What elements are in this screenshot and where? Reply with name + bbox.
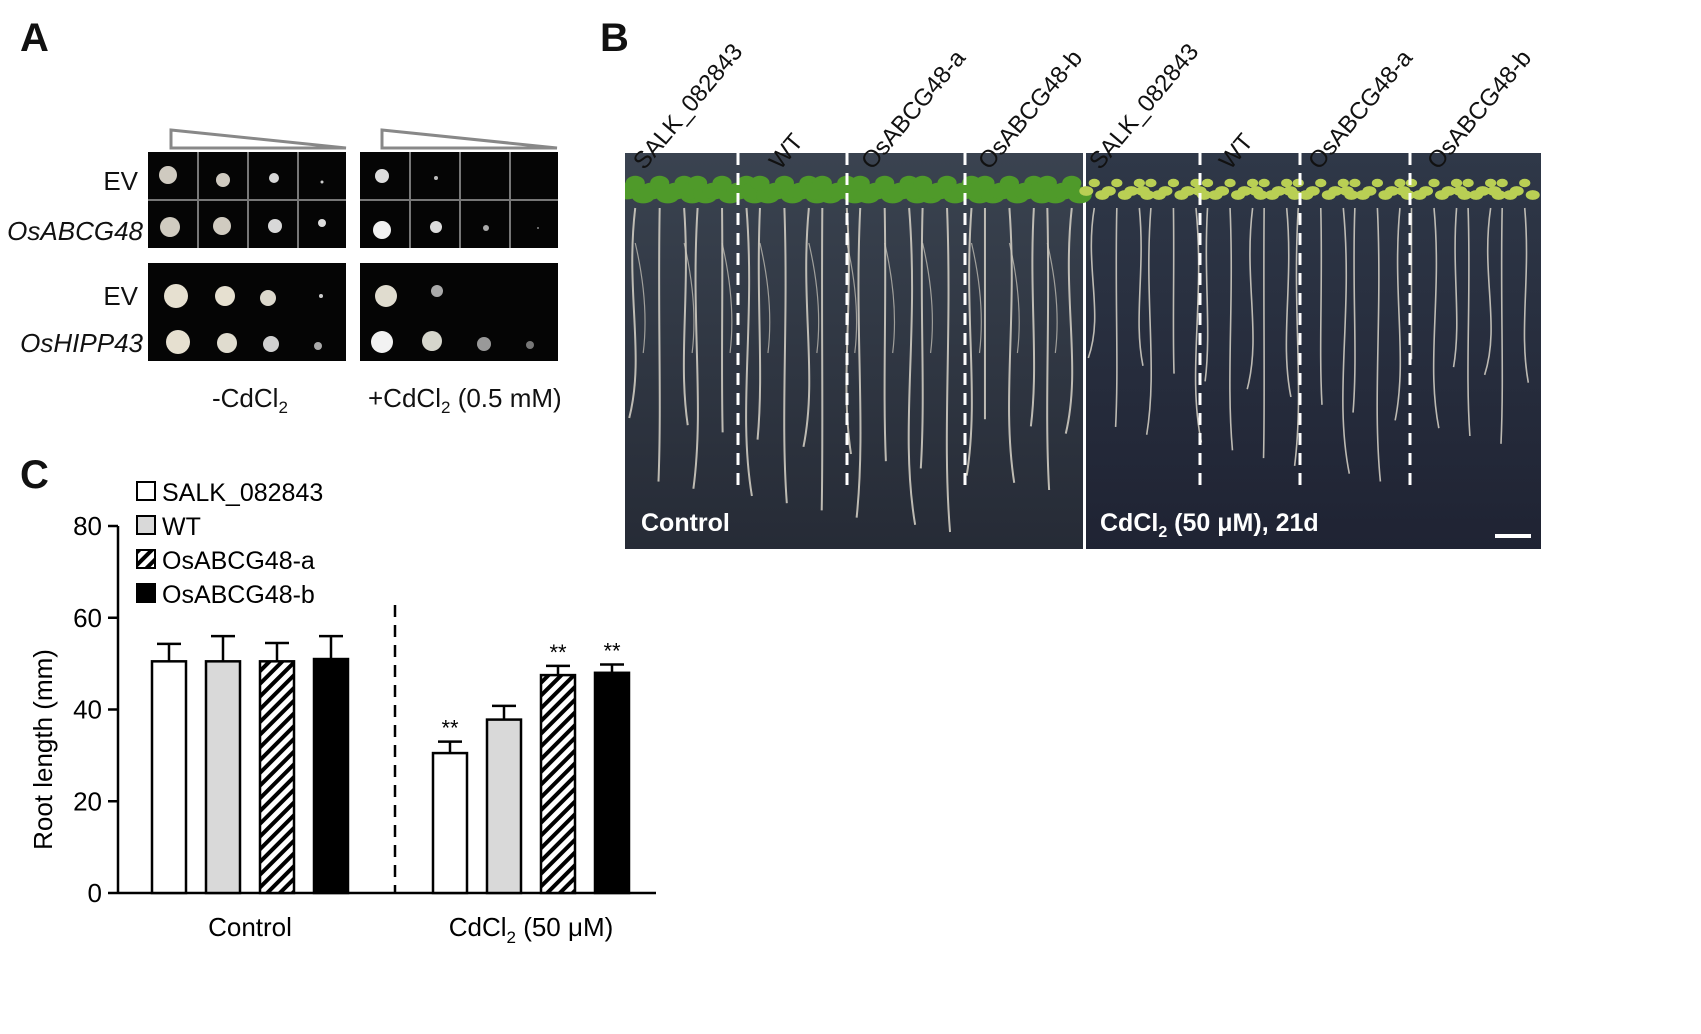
condition-minus-cdcl2: -CdCl2 — [212, 383, 288, 418]
bar-salk-082843-1 — [150, 660, 188, 895]
bar-osabcg48-b-1 — [312, 657, 350, 895]
significance-label: ** — [603, 639, 621, 664]
legend-swatch — [136, 481, 156, 501]
legend-swatch — [136, 583, 156, 603]
seedling-photo — [625, 153, 1541, 549]
legend-swatch — [136, 515, 156, 535]
bar-wt-1 — [204, 660, 242, 895]
photo-label-control: Control — [641, 509, 730, 537]
y-tick-label: 40 — [73, 695, 102, 725]
row-label-ev-1: EV — [103, 166, 138, 196]
y-tick-label: 60 — [73, 603, 102, 633]
row-label-ev-2: EV — [103, 281, 138, 311]
plate-bottom-minus — [148, 263, 346, 361]
group-label-2: CdCl2 (50 μM) — [449, 912, 614, 947]
root-length-chart: 0 20 40 60 80 Root length (mm) Control CdCl2 (5… — [28, 479, 656, 947]
divider-lines — [736, 153, 1412, 493]
plate-top-plus — [360, 152, 558, 248]
plate-bottom-plus — [360, 263, 558, 361]
bar-wt-2 — [485, 718, 523, 895]
panel-letter-b: B — [600, 16, 629, 60]
dilution-triangle-left — [169, 128, 347, 150]
group-label-1: Control — [208, 912, 292, 942]
legend-label: SALK_082843 — [162, 479, 323, 507]
dilution-triangle-right — [380, 128, 558, 150]
scale-bar — [1495, 534, 1531, 538]
legend-label: WT — [162, 513, 201, 541]
y-tick-label: 20 — [73, 786, 102, 816]
y-axis-label: Root length (mm) — [28, 649, 58, 850]
y-tick-label: 80 — [73, 511, 102, 541]
bar-osabcg48-a-2 — [539, 673, 577, 895]
panel-letter-c: C — [20, 453, 49, 497]
condition-plus-cdcl2: +CdCl2 (0.5 mM) — [368, 383, 562, 418]
legend-swatch — [136, 549, 156, 569]
significance-label: ** — [441, 716, 459, 741]
row-label-oshipp43: OsHIPP43 — [20, 328, 143, 358]
significance-label: ** — [549, 640, 567, 665]
row-label-osabcg48: OsABCG48 — [7, 216, 143, 246]
bar-osabcg48-a-1 — [258, 660, 296, 895]
bar-salk-082843-2 — [431, 751, 469, 895]
photo-label-cdcl2: CdCl2 (50 μM), 21d — [1100, 509, 1319, 541]
bar-osabcg48-b-2 — [593, 671, 631, 895]
legend-label: OsABCG48-b — [162, 581, 315, 609]
y-tick-label: 0 — [88, 878, 102, 908]
spot-assay-figure — [148, 128, 558, 361]
legend-label: OsABCG48-a — [162, 547, 315, 575]
plate-top-minus — [148, 152, 346, 248]
panel-letter-a: A — [20, 16, 49, 60]
